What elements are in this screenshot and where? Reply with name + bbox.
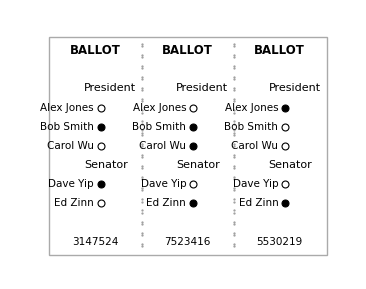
Text: Carol Wu: Carol Wu: [139, 141, 186, 151]
Text: Alex Jones: Alex Jones: [132, 103, 186, 113]
Text: Dave Yip: Dave Yip: [48, 179, 94, 189]
Text: Senator: Senator: [176, 160, 220, 170]
Text: 5530219: 5530219: [257, 237, 303, 247]
Text: Bob Smith: Bob Smith: [40, 122, 94, 132]
Text: BALLOT: BALLOT: [70, 44, 121, 57]
Text: Ed Zinn: Ed Zinn: [239, 198, 279, 208]
Text: Senator: Senator: [84, 160, 128, 170]
Text: Carol Wu: Carol Wu: [231, 141, 279, 151]
Text: Ed Zinn: Ed Zinn: [146, 198, 186, 208]
Text: 3147524: 3147524: [72, 237, 119, 247]
Text: Carol Wu: Carol Wu: [47, 141, 94, 151]
Text: BALLOT: BALLOT: [254, 44, 305, 57]
Text: Bob Smith: Bob Smith: [132, 122, 186, 132]
Text: Dave Yip: Dave Yip: [141, 179, 186, 189]
FancyBboxPatch shape: [49, 37, 326, 255]
Text: Alex Jones: Alex Jones: [40, 103, 94, 113]
Text: President: President: [268, 83, 321, 93]
Text: Alex Jones: Alex Jones: [225, 103, 279, 113]
Text: President: President: [84, 83, 136, 93]
Text: President: President: [176, 83, 228, 93]
Text: Dave Yip: Dave Yip: [233, 179, 279, 189]
Text: 7523416: 7523416: [164, 237, 211, 247]
Text: BALLOT: BALLOT: [162, 44, 213, 57]
Text: Senator: Senator: [268, 160, 312, 170]
Text: Ed Zinn: Ed Zinn: [54, 198, 94, 208]
Text: Bob Smith: Bob Smith: [224, 122, 279, 132]
